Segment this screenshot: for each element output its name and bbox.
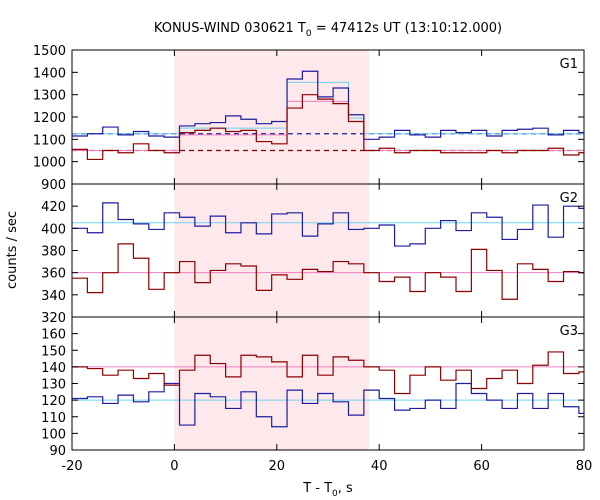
panel-label: G3 [560, 324, 578, 339]
series-blue [72, 382, 584, 428]
y-tick-label: 1200 [33, 111, 66, 126]
y-tick-label: 1400 [33, 66, 66, 81]
y-tick-label: 140 [41, 361, 66, 376]
y-tick-label: 110 [41, 411, 66, 426]
x-tick-label: 0 [170, 459, 178, 474]
panels-group: 900100011001200130014001500G132034036038… [33, 44, 592, 474]
series-blue [72, 70, 584, 140]
y-tick-label: 1000 [33, 156, 66, 171]
x-axis-title: T - T0, s [302, 481, 353, 499]
y-tick-label: 900 [41, 178, 66, 193]
y-tick-label: 100 [41, 427, 66, 442]
y-tick-label: 120 [41, 394, 66, 409]
x-tick-label: 60 [473, 459, 490, 474]
y-tick-label: 90 [49, 444, 66, 459]
y-tick-label: 150 [41, 344, 66, 359]
y-tick-label: 1100 [33, 133, 66, 148]
y-tick-label: 1500 [33, 44, 66, 59]
model-curve-cyan [72, 81, 584, 135]
y-tick-label: 1300 [33, 89, 66, 104]
y-tick-label: 400 [41, 222, 66, 237]
panel-label: G1 [560, 57, 578, 72]
panel-g1: 900 1000 1100 1200 1300 1400 1500 G1 [33, 44, 585, 193]
y-tick-label: 130 [41, 378, 66, 393]
y-tick-label: 380 [41, 245, 66, 260]
panel-label: G2 [560, 191, 578, 206]
y-tick-label: 420 [41, 200, 66, 215]
panel-g2: 320 340 360 380 400 420 G2 [41, 183, 585, 326]
burst-interval-shade [174, 50, 369, 450]
y-tick-label: 320 [41, 311, 66, 326]
chart-title: KONUS-WIND 030621 T0 = 47412s UT (13:10:… [154, 21, 502, 39]
x-tick-label: -20 [61, 459, 82, 474]
y-tick-label: 160 [41, 328, 66, 343]
series-blue [72, 202, 584, 247]
x-tick-label: 20 [269, 459, 286, 474]
y-axis-title: counts / sec [5, 211, 20, 289]
x-tick-label: 40 [371, 459, 388, 474]
series-red [72, 243, 584, 300]
y-tick-label: 360 [41, 267, 66, 282]
x-tick-label: 80 [576, 459, 593, 474]
y-tick-label: 340 [41, 289, 66, 304]
series-red [72, 351, 584, 395]
series-red [72, 94, 584, 161]
